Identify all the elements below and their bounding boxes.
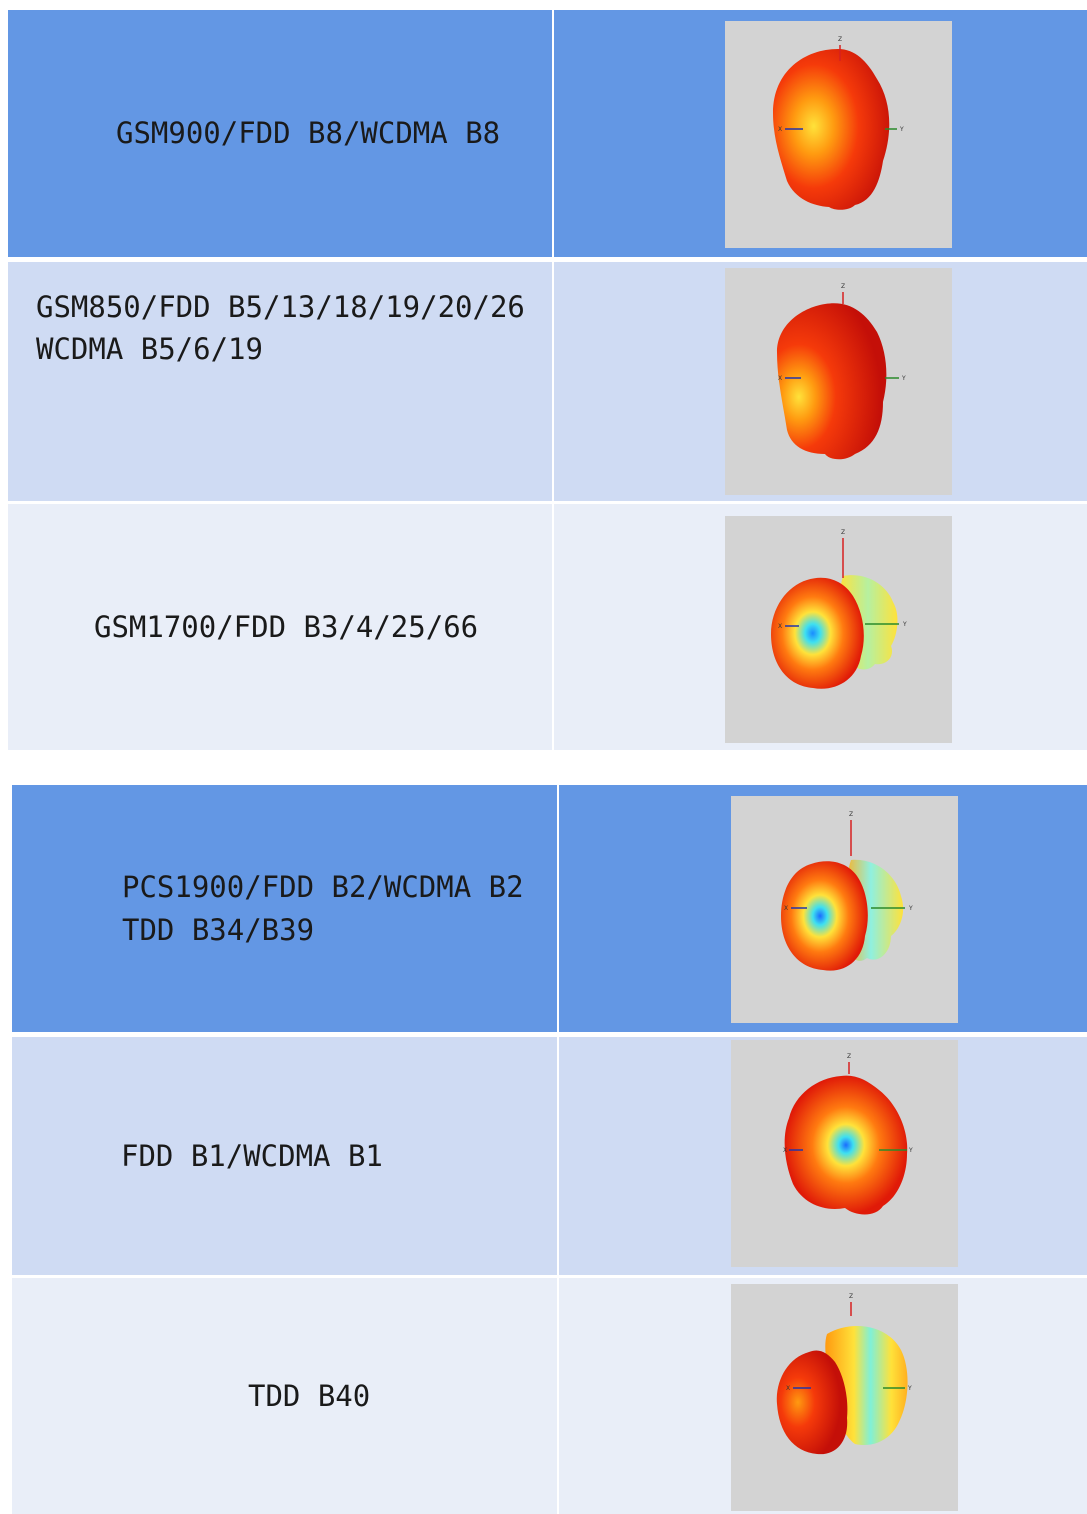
x-axis-label: X [778,375,782,382]
table-2: PCS1900/FDD B2/WCDMA B2 TDD B34/B39 [12,785,1087,1514]
z-axis-label: Z [847,1053,851,1060]
column-divider [552,10,554,257]
band-label-line-2: WCDMA B5/6/19 [36,332,263,367]
y-axis-label: Y [908,1147,913,1154]
radiation-pattern-image: Z X Y [731,1040,958,1267]
z-axis-label: Z [841,529,845,536]
radiation-pattern-image: Z X Y [731,1284,958,1511]
band-label-line-1: PCS1900/FDD B2/WCDMA B2 [122,870,524,905]
table-row: PCS1900/FDD B2/WCDMA B2 TDD B34/B39 [12,785,1087,1032]
pattern-surface [777,303,887,460]
pattern-surface [773,49,890,210]
band-label-line-1: GSM1700/FDD B3/4/25/66 [94,609,479,644]
radiation-pattern-3d-plot: Z X Y [781,811,913,971]
pattern-surface [784,1075,908,1215]
table-1: GSM900/FDD B8/WCDMA B8 Z X [8,10,1087,750]
x-axis-label: X [786,1385,790,1392]
radiation-pattern-image: Z X Y [725,268,952,495]
band-label: PCS1900/FDD B2/WCDMA B2 TDD B34/B39 [122,785,552,1032]
column-divider [552,262,554,501]
column-divider [552,504,554,750]
radiation-pattern-3d-plot: Z X Y [771,529,907,689]
table-row: FDD B1/WCDMA B1 Z X [12,1037,1087,1275]
band-label: FDD B1/WCDMA B1 [121,1037,551,1275]
band-label-line-1: GSM900/FDD B8/WCDMA B8 [116,116,501,151]
column-divider [557,1278,559,1514]
band-label: TDD B40 [248,1278,548,1514]
band-label: GSM900/FDD B8/WCDMA B8 [116,10,546,257]
z-axis-label: Z [849,1293,853,1300]
pattern-surface [776,1350,848,1455]
radiation-pattern-3d-plot: Z X Y [773,36,904,210]
band-label-line-1: GSM850/FDD B5/13/18/19/20/26 [36,290,525,324]
y-axis-label: Y [907,1385,912,1392]
table-row: GSM850/FDD B5/13/18/19/20/26 WCDMA B5/6/… [8,262,1087,501]
band-label: GSM850/FDD B5/13/18/19/20/26 WCDMA B5/6/… [36,262,546,370]
y-axis-label: Y [899,126,904,133]
y-axis-label: Y [902,621,907,628]
radiation-pattern-image: Z X Y [731,796,958,1023]
z-axis-label: Z [841,283,845,290]
radiation-pattern-image: Z X Y [725,516,952,743]
band-label-line-1: TDD B40 [248,1378,371,1413]
pattern-surface [771,577,864,689]
band-label-line-2: TDD B34/B39 [122,912,315,947]
x-axis-label: X [778,623,782,630]
radiation-pattern-3d-plot: Z X Y [776,1293,912,1455]
z-axis-label: Z [849,811,853,818]
y-axis-label: Y [908,905,913,912]
band-label-line-1: FDD B1/WCDMA B1 [121,1138,383,1173]
column-divider [557,1037,559,1275]
x-axis-label: X [784,905,788,912]
table-row: GSM900/FDD B8/WCDMA B8 Z X [8,10,1087,257]
x-axis-label: X [778,126,782,133]
pattern-surface [781,861,868,971]
radiation-pattern-3d-plot: Z X Y [777,283,906,460]
table-row: GSM1700/FDD B3/4/25/66 [8,504,1087,750]
z-axis-label: Z [838,36,842,43]
column-divider [557,785,559,1032]
y-axis-label: Y [901,375,906,382]
x-axis-label: X [783,1147,787,1154]
table-row: TDD B40 [12,1278,1087,1514]
band-label: GSM1700/FDD B3/4/25/66 [94,504,546,750]
radiation-pattern-image: Z X Y [725,21,952,248]
radiation-pattern-3d-plot: Z X Y [783,1053,913,1215]
